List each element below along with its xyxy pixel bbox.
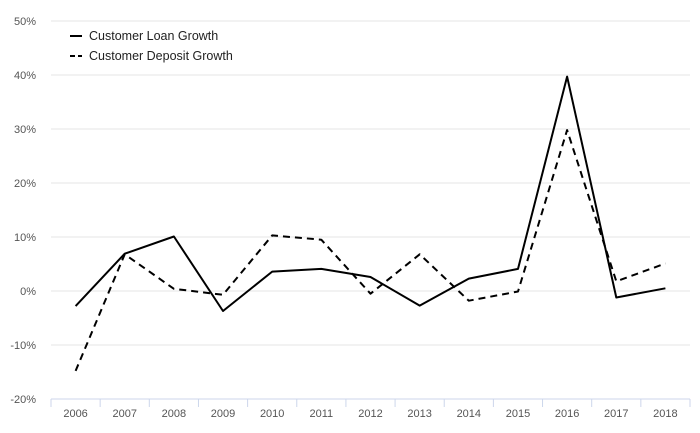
data-point[interactable] — [318, 237, 324, 243]
series-lines — [73, 74, 668, 374]
x-tick-label: 2010 — [260, 408, 284, 420]
data-point[interactable] — [466, 298, 472, 304]
y-tick-label: 0% — [20, 286, 36, 298]
x-tick-label: 2012 — [358, 408, 382, 420]
data-point[interactable] — [73, 368, 79, 374]
legend: Customer Loan Growth Customer Deposit Gr… — [70, 29, 233, 63]
x-tick-label: 2007 — [112, 408, 136, 420]
data-point[interactable] — [515, 266, 521, 272]
x-tick-label: 2014 — [457, 408, 481, 420]
y-tick-label: -20% — [10, 394, 36, 406]
data-point[interactable] — [564, 74, 570, 80]
y-tick-label: -10% — [10, 340, 36, 352]
data-point[interactable] — [417, 303, 423, 309]
grid — [51, 20, 690, 346]
x-tick-label: 2013 — [407, 408, 431, 420]
data-point[interactable] — [73, 303, 79, 309]
legend-label-deposit: Customer Deposit Growth — [89, 49, 233, 63]
data-point[interactable] — [318, 266, 324, 272]
data-point[interactable] — [564, 127, 570, 133]
x-tick-label: 2006 — [63, 408, 87, 420]
data-point[interactable] — [171, 286, 177, 292]
x-tick-label: 2016 — [555, 408, 579, 420]
data-point[interactable] — [220, 292, 226, 298]
y-axis: -20% -10% 0% 10% 20% 30% 40% 50% — [10, 16, 36, 406]
data-point[interactable] — [417, 251, 423, 257]
y-tick-label: 40% — [14, 70, 36, 82]
x-tick-label: 2009 — [211, 408, 235, 420]
x-tick-label: 2015 — [506, 408, 530, 420]
data-point[interactable] — [220, 308, 226, 314]
data-point[interactable] — [662, 285, 668, 291]
data-point[interactable] — [613, 294, 619, 300]
x-tick-label: 2017 — [604, 408, 628, 420]
data-point[interactable] — [466, 276, 472, 282]
legend-item-deposit[interactable]: Customer Deposit Growth — [70, 49, 233, 63]
data-point[interactable] — [269, 232, 275, 238]
legend-label-loan: Customer Loan Growth — [89, 29, 218, 43]
data-point[interactable] — [269, 269, 275, 275]
data-point[interactable] — [171, 233, 177, 239]
y-tick-label: 30% — [14, 124, 36, 136]
data-point[interactable] — [662, 260, 668, 266]
data-point[interactable] — [368, 291, 374, 297]
data-point[interactable] — [122, 251, 128, 257]
y-tick-label: 50% — [14, 16, 36, 28]
data-point[interactable] — [368, 274, 374, 280]
x-tick-label: 2011 — [310, 408, 334, 420]
x-tick-label: 2018 — [653, 408, 677, 420]
data-point[interactable] — [515, 289, 521, 295]
series-line-deposit-growth[interactable] — [74, 129, 666, 372]
y-tick-label: 10% — [14, 232, 36, 244]
legend-item-loan[interactable]: Customer Loan Growth — [70, 29, 218, 43]
series-line-loan-growth[interactable] — [74, 75, 666, 312]
data-point[interactable] — [613, 278, 619, 284]
y-tick-label: 20% — [14, 178, 36, 190]
x-tick-label: 2008 — [162, 408, 186, 420]
x-axis: 2006 2007 2008 2009 2010 2011 2012 2013 2014 2015… — [50, 398, 691, 420]
